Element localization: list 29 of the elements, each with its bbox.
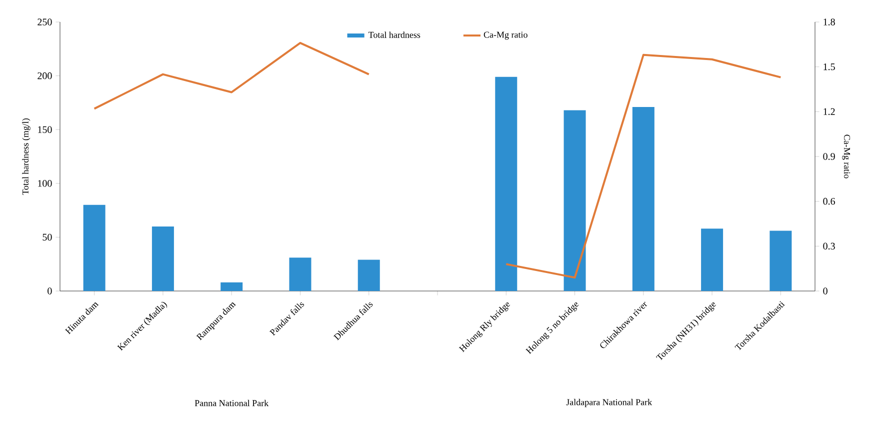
- y2-axis-title: Ca-Mg ratio: [842, 134, 850, 178]
- bar: [220, 282, 243, 291]
- y-tick-label: 150: [38, 126, 52, 133]
- bar: [152, 226, 174, 291]
- bar: [289, 258, 312, 291]
- y-axis-title: Total hardness (mg/l): [22, 118, 30, 195]
- y2-tick-label: 0.9: [823, 153, 835, 160]
- bar: [770, 230, 792, 291]
- legend-label: Total hardness: [368, 32, 420, 38]
- y-tick-label: 200: [38, 72, 52, 80]
- bar: [632, 107, 654, 291]
- y-tick-label: 50: [42, 234, 52, 241]
- bar: [701, 228, 724, 291]
- y2-tick-label: 1.2: [824, 108, 835, 116]
- y-tick-label: 100: [38, 180, 52, 187]
- text: Jaldapara National Park: [566, 398, 652, 408]
- legend-label: Ca-Mg ratio: [484, 32, 528, 40]
- y2-tick-label: 0.6: [823, 198, 836, 205]
- y-tick-label: 0: [48, 288, 52, 294]
- bar: [358, 260, 380, 291]
- y2-tick-label: 0: [823, 288, 828, 294]
- bar: [495, 76, 518, 291]
- y2-tick-label: 1.5: [824, 63, 835, 70]
- y-tick-label: 250: [38, 18, 52, 26]
- text: Panna National Park: [194, 400, 269, 406]
- bar: [564, 110, 586, 291]
- y2-tick-label: 0.3: [823, 242, 835, 250]
- y2-tick-label: 1.8: [824, 18, 835, 26]
- bar: [83, 204, 106, 291]
